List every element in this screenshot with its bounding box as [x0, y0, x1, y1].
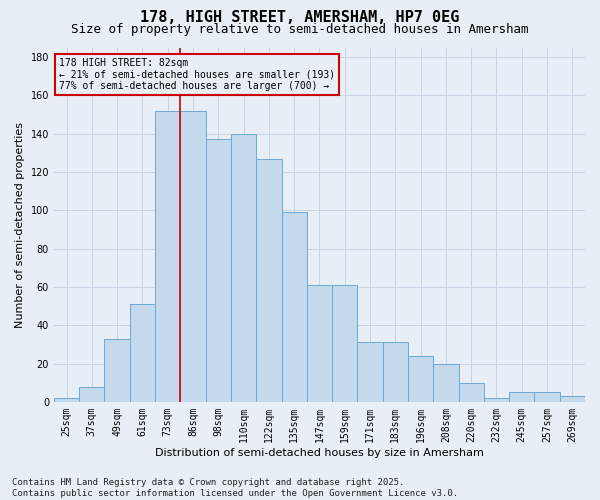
Bar	[181, 110, 206, 402]
Bar	[433, 364, 458, 402]
Y-axis label: Number of semi-detached properties: Number of semi-detached properties	[15, 122, 25, 328]
Bar	[307, 285, 332, 402]
Bar	[383, 342, 408, 402]
Bar	[256, 158, 281, 402]
Bar	[535, 392, 560, 402]
Bar	[458, 382, 484, 402]
Bar	[104, 338, 130, 402]
Text: 178, HIGH STREET, AMERSHAM, HP7 0EG: 178, HIGH STREET, AMERSHAM, HP7 0EG	[140, 10, 460, 25]
Text: Contains HM Land Registry data © Crown copyright and database right 2025.
Contai: Contains HM Land Registry data © Crown c…	[12, 478, 458, 498]
Bar	[560, 396, 585, 402]
Bar	[206, 140, 231, 402]
Bar	[155, 110, 181, 402]
Bar	[281, 212, 307, 402]
Bar	[231, 134, 256, 402]
Bar	[358, 342, 383, 402]
Bar	[79, 386, 104, 402]
Bar	[484, 398, 509, 402]
X-axis label: Distribution of semi-detached houses by size in Amersham: Distribution of semi-detached houses by …	[155, 448, 484, 458]
Bar	[130, 304, 155, 402]
Bar	[54, 398, 79, 402]
Text: 178 HIGH STREET: 82sqm
← 21% of semi-detached houses are smaller (193)
77% of se: 178 HIGH STREET: 82sqm ← 21% of semi-det…	[59, 58, 335, 92]
Bar	[509, 392, 535, 402]
Bar	[332, 285, 358, 402]
Text: Size of property relative to semi-detached houses in Amersham: Size of property relative to semi-detach…	[71, 22, 529, 36]
Bar	[408, 356, 433, 402]
